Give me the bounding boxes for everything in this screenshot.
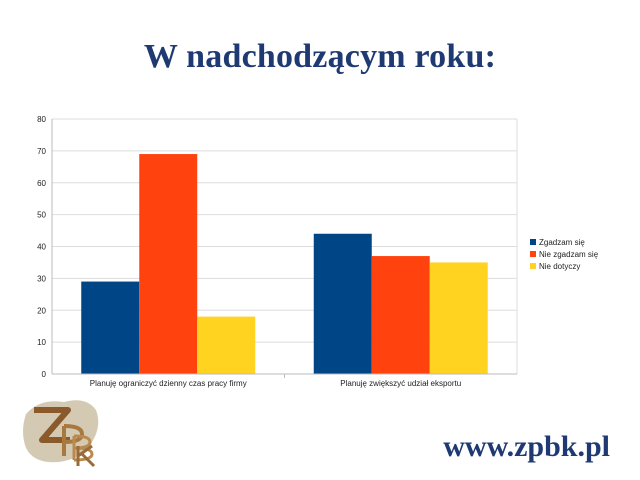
legend-item-0: Zgadzam się [530,236,598,248]
y-tick-label-7: 70 [37,147,46,156]
legend-swatch-1 [530,251,536,257]
y-tick-label-3: 30 [37,274,46,283]
slide-title: W nadchodzącym roku: [143,38,497,75]
y-tick-label-8: 80 [37,115,46,124]
bar-0-1 [139,154,198,374]
bar-1-1 [371,256,430,374]
zpbk-logo [23,400,99,468]
legend-swatch-2 [530,263,536,269]
chart-bars [81,154,488,374]
bar-1-0 [313,233,372,374]
site-url: www.zpbk.pl [443,430,610,463]
bar-0-2 [197,316,256,374]
legend-label-1: Nie zgadzam się [539,249,599,259]
x-tick-label-1: Planuję zwiększyć udział eksportu [340,379,461,388]
chart-axes: 0 10 20 30 40 50 60 70 80 Planuję ograniczyć dzie… [37,115,518,388]
y-tick-label-6: 60 [37,179,46,188]
y-tick-label-1: 10 [37,338,46,347]
legend-label-2: Nie dotyczy [539,261,581,271]
bar-1-2 [429,262,488,374]
y-tick-label-2: 20 [37,306,46,315]
bar-0-0 [81,281,140,374]
y-tick-label-0: 0 [42,370,47,379]
legend-label-0: Zgadzam się [539,237,585,247]
legend-item-1: Nie zgadzam się [530,248,598,260]
y-tick-label-5: 50 [37,211,46,220]
x-tick-label-0: Planuję ograniczyć dzienny czas pracy fi… [90,379,247,388]
legend-swatch-0 [530,239,536,245]
legend-item-2: Nie dotyczy [530,260,598,272]
chart-legend: Zgadzam się Nie zgadzam się Nie dotyczy [530,236,598,272]
y-tick-label-4: 40 [37,243,46,252]
